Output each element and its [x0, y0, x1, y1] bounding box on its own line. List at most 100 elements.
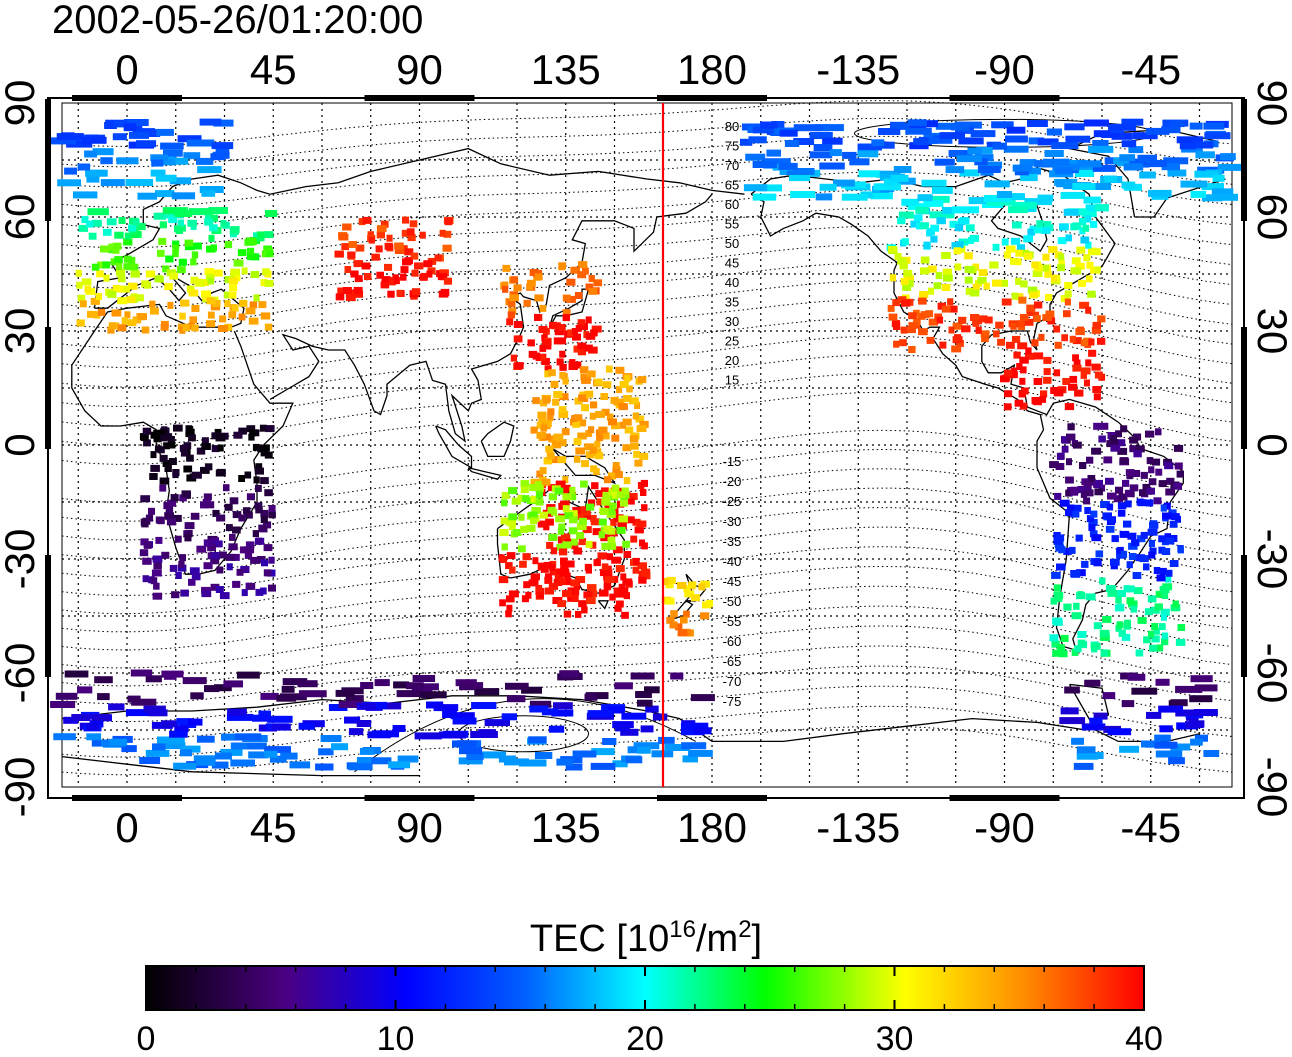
tec-cell [380, 281, 390, 289]
tec-cell [258, 301, 267, 309]
tec-cell [1090, 220, 1098, 228]
tec-cell [585, 429, 593, 437]
tec-cell [1137, 616, 1147, 624]
tec-cell [559, 363, 567, 371]
tec-cell [1084, 679, 1101, 687]
tec-cell [1083, 254, 1091, 262]
tec-cell [1144, 608, 1153, 616]
tec-cell [1013, 351, 1021, 359]
tec-cell [1123, 520, 1132, 528]
tec-cell [1130, 470, 1141, 477]
tec-cell [1055, 167, 1073, 175]
tec-cell [172, 244, 180, 252]
tec-cell [809, 132, 833, 139]
tec-cell [1082, 224, 1090, 232]
tec-cell [174, 225, 181, 233]
tec-cell [376, 271, 384, 279]
tec-cell [970, 314, 980, 321]
tec-cell [102, 261, 111, 269]
tec-cell [581, 460, 589, 468]
tec-cell [561, 428, 570, 436]
tec-cell [930, 224, 940, 232]
tec-cell [130, 270, 140, 278]
tec-cell [1195, 141, 1214, 149]
tec-cell [501, 499, 508, 507]
tec-cell [548, 456, 558, 464]
tec-cell [544, 587, 554, 595]
tec-cell [250, 271, 260, 278]
tec-cell [77, 163, 91, 171]
tec-cell [394, 247, 405, 254]
tec-cell [412, 683, 439, 691]
tec-cell [575, 576, 586, 583]
tec-cell [530, 426, 538, 434]
tec-cell [1029, 291, 1038, 299]
tec-cell [201, 590, 212, 598]
tec-cell [1027, 286, 1038, 294]
tec-cell [926, 195, 950, 203]
tec-cell [1088, 338, 1095, 346]
tec-cell [158, 237, 167, 245]
tec-cell [543, 561, 552, 569]
tec-cell [210, 153, 226, 161]
tec-cell [954, 263, 962, 271]
tec-cell [155, 174, 177, 182]
tec-cell [1139, 171, 1156, 179]
tec-cell [152, 743, 166, 751]
tec-cell [1119, 457, 1129, 465]
tec-cell [1031, 339, 1039, 347]
tec-cell [145, 675, 162, 683]
tec-cell [289, 761, 311, 769]
tec-cell [214, 752, 232, 760]
tec-cell [919, 291, 929, 298]
tec-cell [537, 411, 547, 419]
tec-cell [217, 444, 224, 452]
tec-cell [260, 477, 269, 485]
tec-cell [190, 258, 197, 266]
tec-cell [263, 569, 272, 577]
tec-cell [116, 263, 123, 270]
tec-cell [1093, 393, 1101, 401]
tec-cell [1064, 123, 1085, 131]
tec-cell [99, 245, 110, 253]
tec-cell [569, 486, 576, 494]
contour-label: 25 [725, 334, 739, 349]
tec-cell [97, 261, 106, 269]
tec-cell [253, 294, 260, 302]
tec-cell [1154, 603, 1163, 611]
tec-cell [1073, 359, 1081, 367]
tec-cell [1088, 349, 1097, 357]
tec-cell [991, 121, 1014, 129]
tec-cell [549, 568, 560, 576]
tec-cell [542, 396, 551, 404]
tec-cell [571, 595, 579, 602]
tec-cell [355, 244, 365, 252]
tec-cell [566, 560, 575, 568]
tec-cell [55, 692, 78, 700]
tec-cell [992, 142, 1007, 150]
tec-cell [548, 725, 565, 733]
tec-cell [1175, 685, 1203, 693]
tec-cell [255, 463, 263, 471]
tec-cell [1128, 146, 1144, 154]
tec-cell [507, 311, 515, 319]
tec-cell [402, 216, 410, 224]
colorbar-title: TEC [1016/m2] [529, 916, 763, 960]
tec-cell [842, 151, 857, 159]
tec-cell [887, 304, 895, 312]
tec-cell [1088, 519, 1098, 526]
tec-cell [1056, 563, 1066, 571]
tec-cell [150, 154, 169, 162]
tec-cell [166, 505, 174, 513]
tec-cell [1053, 369, 1061, 377]
tec-cell [622, 540, 630, 548]
tec-cell [1024, 318, 1034, 326]
colorbar-tick-label: 40 [1125, 1020, 1163, 1057]
tec-cell [644, 686, 660, 694]
tec-cell [130, 669, 153, 677]
tec-cell [641, 504, 648, 512]
tec-cell [193, 242, 202, 250]
tec-cell [232, 580, 241, 588]
tec-cell [582, 526, 592, 534]
lon-tick-top: -90 [974, 46, 1035, 93]
